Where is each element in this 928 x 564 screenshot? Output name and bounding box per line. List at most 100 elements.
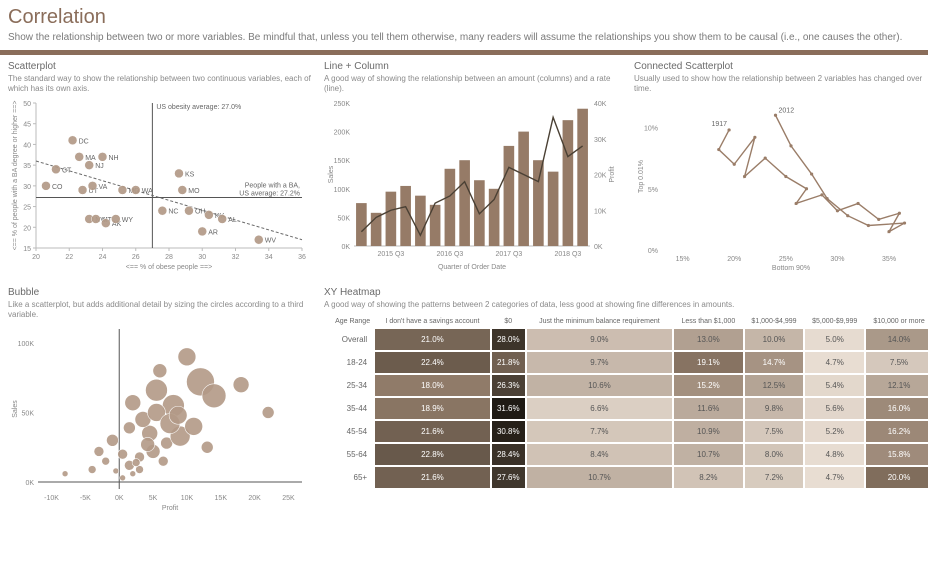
bubble-title: Bubble: [8, 287, 318, 298]
page-subtitle: Show the relationship between two or mor…: [8, 31, 920, 44]
svg-text:250K: 250K: [334, 101, 351, 108]
svg-text:NJ: NJ: [95, 163, 104, 170]
svg-text:150K: 150K: [334, 158, 351, 165]
svg-text:OH: OH: [195, 209, 206, 216]
svg-text:15: 15: [23, 246, 31, 253]
linecolumn-cell: Line + Column A good way of showing the …: [324, 61, 628, 281]
svg-text:50: 50: [23, 101, 31, 108]
svg-text:0K: 0K: [594, 244, 603, 251]
svg-text:24: 24: [99, 254, 107, 261]
svg-text:20K: 20K: [248, 495, 261, 502]
heatmap-subtitle: A good way of showing the patterns betwe…: [324, 300, 928, 310]
scatter-subtitle: The standard way to show the relationshi…: [8, 74, 318, 93]
svg-text:Quarter of Order Date: Quarter of Order Date: [438, 264, 506, 271]
svg-text:35: 35: [23, 163, 31, 170]
svg-text:NH: NH: [109, 155, 119, 162]
svg-text:10K: 10K: [181, 495, 194, 502]
svg-text:25%: 25%: [779, 256, 793, 263]
svg-text:Sales: Sales: [12, 400, 19, 418]
svg-text:25: 25: [23, 205, 31, 212]
svg-text:200K: 200K: [334, 130, 351, 137]
connscatter-title: Connected Scatterplot: [634, 61, 928, 72]
svg-text:20%: 20%: [727, 256, 741, 263]
svg-text:CT: CT: [62, 167, 72, 174]
heatmap-chart: Age RangeI don't have a savings account$…: [324, 314, 928, 507]
scatter-title: Scatterplot: [8, 61, 318, 72]
svg-text:VA: VA: [99, 184, 108, 191]
svg-text:0K: 0K: [25, 480, 34, 487]
svg-text:DC: DC: [79, 138, 89, 145]
svg-text:100K: 100K: [18, 341, 35, 348]
linecol-subtitle: A good way of showing the relationship b…: [324, 74, 628, 93]
svg-text:28: 28: [165, 254, 173, 261]
scatter-chart: 2022242628303234361520253035404550COCTDC…: [8, 97, 318, 281]
svg-text:0K: 0K: [115, 495, 124, 502]
svg-text:50K: 50K: [22, 411, 35, 418]
svg-text:10%: 10%: [644, 126, 658, 133]
svg-text:Sales: Sales: [328, 165, 335, 183]
scatterplot-cell: Scatterplot The standard way to show the…: [8, 61, 318, 281]
svg-text:2015 Q3: 2015 Q3: [377, 251, 404, 258]
svg-text:2017 Q3: 2017 Q3: [495, 251, 522, 258]
svg-text:US obesity average: 27.0%: US obesity average: 27.0%: [156, 104, 241, 111]
svg-text:5%: 5%: [648, 187, 658, 194]
svg-text:Top 0.01%: Top 0.01%: [638, 160, 645, 193]
svg-text:26: 26: [132, 254, 140, 261]
bubble-subtitle: Like a scatterplot, but adds additional …: [8, 300, 318, 319]
svg-text:-10K: -10K: [44, 495, 59, 502]
svg-text:35%: 35%: [882, 256, 896, 263]
bubble-cell: Bubble Like a scatterplot, but adds addi…: [8, 287, 318, 507]
svg-text:30K: 30K: [594, 137, 607, 144]
svg-text:15%: 15%: [676, 256, 690, 263]
svg-text:WY: WY: [122, 217, 134, 224]
linecol-chart: 0K 50K 100K 150K 200K 250K 0K 10K 20K 30K 40K 2015 …: [324, 97, 628, 281]
svg-text:10K: 10K: [594, 208, 607, 215]
svg-text:2018 Q3: 2018 Q3: [554, 251, 581, 258]
svg-text:40: 40: [23, 143, 31, 150]
svg-text:<== % of people with a BA degr: <== % of people with a BA degree or high…: [12, 101, 19, 251]
svg-text:2012: 2012: [779, 107, 795, 114]
svg-text:25K: 25K: [282, 495, 295, 502]
svg-text:30: 30: [198, 254, 206, 261]
svg-text:20K: 20K: [594, 173, 607, 180]
svg-text:<== % of obese people ==>: <== % of obese people ==>: [126, 264, 212, 271]
svg-text:0K: 0K: [341, 244, 350, 251]
svg-text:5K: 5K: [149, 495, 158, 502]
page-title: Correlation: [8, 6, 928, 29]
svg-text:Profit: Profit: [162, 505, 178, 512]
svg-text:36: 36: [298, 254, 306, 261]
svg-text:20: 20: [32, 254, 40, 261]
svg-text:KS: KS: [185, 172, 195, 179]
svg-text:CO: CO: [52, 184, 63, 191]
svg-text:WA: WA: [142, 188, 153, 195]
svg-text:30%: 30%: [830, 256, 844, 263]
svg-text:20: 20: [23, 225, 31, 232]
svg-text:-5K: -5K: [80, 495, 91, 502]
svg-text:MO: MO: [188, 188, 200, 195]
svg-text:WV: WV: [265, 238, 277, 245]
svg-text:34: 34: [265, 254, 273, 261]
chart-grid: Scatterplot The standard way to show the…: [0, 61, 928, 507]
svg-text:45: 45: [23, 122, 31, 129]
svg-text:AL: AL: [228, 217, 237, 224]
linecol-title: Line + Column: [324, 61, 628, 72]
svg-text:People with a BA,: People with a BA,: [245, 183, 300, 190]
accent-rule: [0, 50, 928, 55]
svg-text:50K: 50K: [338, 216, 351, 223]
svg-text:22: 22: [65, 254, 73, 261]
svg-text:Profit: Profit: [609, 166, 616, 182]
heatmap-cell: XY Heatmap A good way of showing the pat…: [324, 287, 928, 507]
svg-text:Bottom 90%: Bottom 90%: [772, 265, 810, 272]
svg-text:15K: 15K: [215, 495, 228, 502]
svg-text:2016 Q3: 2016 Q3: [436, 251, 463, 258]
svg-text:0%: 0%: [648, 248, 658, 255]
svg-text:32: 32: [232, 254, 240, 261]
svg-text:40K: 40K: [594, 101, 607, 108]
heatmap-title: XY Heatmap: [324, 287, 928, 298]
connscatter-subtitle: Usually used to show how the relationshi…: [634, 74, 928, 93]
svg-text:100K: 100K: [334, 187, 351, 194]
connscatter-chart: 15%20%25%30%35%0%5%10%19172012Bottom 90%…: [634, 97, 928, 281]
svg-text:AR: AR: [208, 230, 218, 237]
connscatter-cell: Connected Scatterplot Usually used to sh…: [634, 61, 928, 281]
svg-text:30: 30: [23, 184, 31, 191]
